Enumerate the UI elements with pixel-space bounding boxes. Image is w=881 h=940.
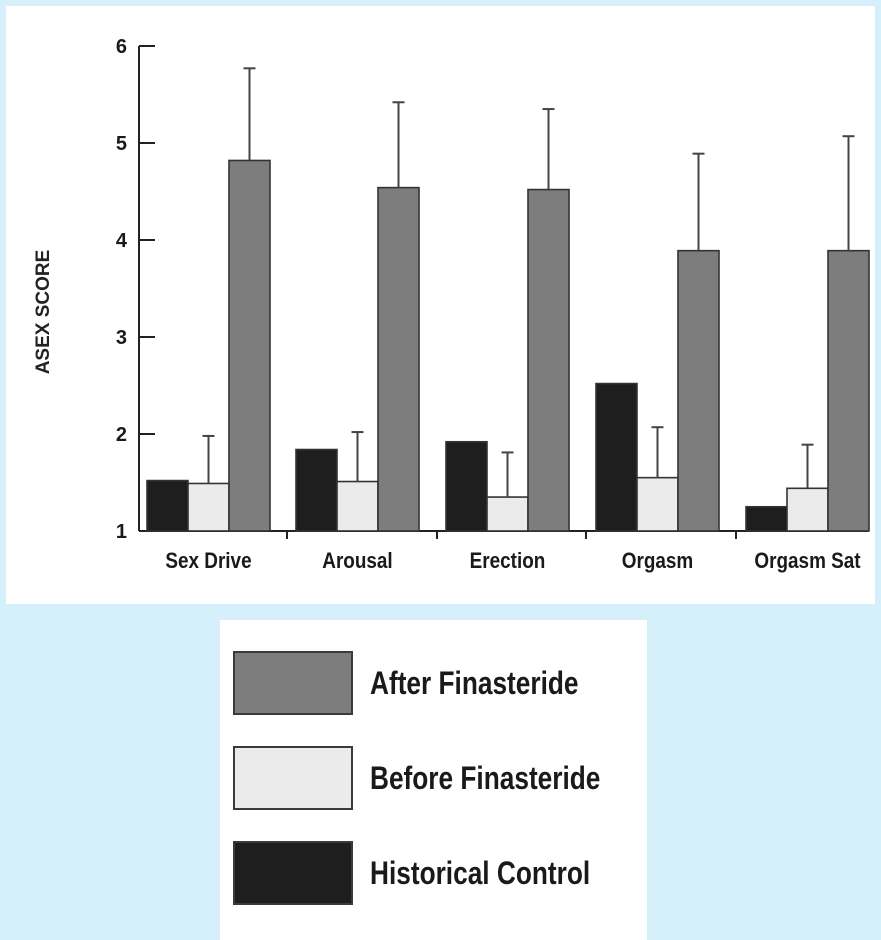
x-tick-label: Orgasm Sat [754,549,860,574]
bar [377,186,420,532]
legend-swatch-historical-control [233,841,353,905]
legend-label-historical-control: Historical Control [370,855,591,891]
y-tick-label: 1 [116,521,127,543]
bar [595,382,638,532]
x-tick-label: Arousal [322,549,392,574]
y-tick-label: 6 [116,36,127,58]
y-tick-label: 2 [116,424,127,446]
y-tick-label: 5 [116,133,127,155]
bar [486,496,529,532]
bar [146,479,189,532]
legend: After Finasteride Before Finasteride His… [220,620,647,940]
y-tick-label: 4 [116,230,128,252]
legend-item-historical-control: Historical Control [233,841,647,907]
legend-swatch-after-finasteride [233,651,353,715]
bar [445,440,488,532]
legend-swatch-before-finasteride [233,746,353,810]
y-axis-label: ASEX SCORE [33,249,54,375]
legend-label-after-finasteride: After Finasteride [370,665,579,701]
bar [745,505,788,532]
x-tick-label: Orgasm [622,549,693,574]
bar [228,159,271,532]
bar [636,476,679,532]
legend-item-after-finasteride: After Finasteride [233,651,647,717]
chart-panel: 1 2 3 4 5 6 Sex Drive Arousal Erection Orgasm Orga… [6,6,875,604]
bar [827,249,870,532]
bar [677,249,720,532]
legend-label-before-finasteride: Before Finasteride [370,760,601,796]
bar [336,480,379,532]
legend-item-before-finasteride: Before Finasteride [233,746,647,812]
bar [527,188,570,532]
y-tick-label: 3 [116,327,127,349]
bar-chart: 1 2 3 4 5 6 Sex Drive Arousal Erection Orgasm Orga… [116,36,870,574]
bar [187,482,230,532]
x-tick-label: Sex Drive [165,549,251,574]
bar [786,487,829,532]
bar [295,448,338,532]
x-tick-label: Erection [470,549,546,574]
